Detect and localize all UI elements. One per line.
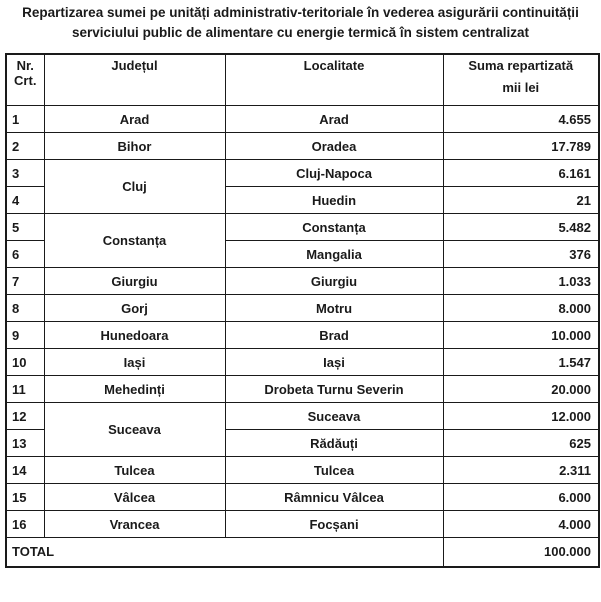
cell-judet: Tulcea bbox=[43, 456, 226, 484]
cell-suma: 1.033 bbox=[442, 267, 600, 295]
cell-localitate: Drobeta Turnu Severin bbox=[224, 375, 444, 403]
cell-localitate: Motru bbox=[224, 294, 444, 322]
cell-judet: Mehedinți bbox=[43, 375, 226, 403]
cell-suma: 10.000 bbox=[442, 321, 600, 349]
table-row: 5 Constanța Constanța 5.482 bbox=[5, 213, 600, 268]
header-suma-line1: Suma repartizată bbox=[468, 57, 574, 73]
table-row: 14 Tulcea Tulcea 2.311 bbox=[5, 456, 600, 484]
cell-localitate: Giurgiu bbox=[224, 267, 444, 295]
cell-nr-crt: 10 bbox=[5, 348, 45, 376]
table-row: 1 Arad Arad 4.655 bbox=[5, 105, 600, 133]
table-row: 15 Vâlcea Râmnicu Vâlcea 6.000 bbox=[5, 483, 600, 511]
cell-suma: 4.000 bbox=[442, 510, 600, 538]
cell-localitate: Oradea bbox=[224, 132, 444, 160]
col-header-nr-crt: Nr. Crt. bbox=[5, 53, 45, 106]
cell-judet: Iași bbox=[43, 348, 226, 376]
cell-judet: Vrancea bbox=[43, 510, 226, 538]
table-row: 13 Rădăuți 625 bbox=[5, 429, 600, 457]
cell-localitate: Tulcea bbox=[224, 456, 444, 484]
cell-localitate: Huedin bbox=[224, 186, 444, 214]
cell-localitate: Rădăuți bbox=[224, 429, 444, 457]
total-row: TOTAL 100.000 bbox=[5, 537, 600, 567]
document-title: Repartizarea sumei pe unități administra… bbox=[22, 5, 579, 41]
table-row: 6 Mangalia 376 bbox=[5, 240, 600, 268]
table-row: 12 Suceava Suceava 12.000 bbox=[5, 402, 600, 457]
table-header: Nr. Crt. Județul Localitate Suma reparti… bbox=[5, 53, 600, 106]
cell-suma: 376 bbox=[442, 240, 600, 268]
cell-suma: 625 bbox=[442, 429, 600, 457]
col-header-judet: Județul bbox=[43, 53, 226, 106]
cell-judet: Gorj bbox=[43, 294, 226, 322]
cell-nr-crt: 16 bbox=[5, 510, 45, 538]
cell-nr-crt: 5 bbox=[5, 213, 45, 241]
cell-nr-crt: 12 bbox=[5, 402, 45, 430]
cell-localitate: Râmnicu Vâlcea bbox=[224, 483, 444, 511]
cell-localitate: Focșani bbox=[224, 510, 444, 538]
cell-nr-crt: 14 bbox=[5, 456, 45, 484]
header-nr-line1: Nr. bbox=[16, 57, 34, 73]
cell-localitate: Cluj-Napoca bbox=[224, 159, 444, 187]
cell-nr-crt: 4 bbox=[5, 186, 45, 214]
cell-localitate: Suceava bbox=[224, 402, 444, 430]
cell-nr-crt: 3 bbox=[5, 159, 45, 187]
cell-nr-crt: 7 bbox=[5, 267, 45, 295]
table-row: 10 Iași Iași 1.547 bbox=[5, 348, 600, 376]
cell-nr-crt: 15 bbox=[5, 483, 45, 511]
cell-judet: Giurgiu bbox=[43, 267, 226, 295]
cell-suma: 5.482 bbox=[442, 213, 600, 241]
cell-localitate: Iași bbox=[224, 348, 444, 376]
cell-suma: 12.000 bbox=[442, 402, 600, 430]
allocation-table: Nr. Crt. Județul Localitate Suma reparti… bbox=[5, 52, 600, 568]
cell-suma: 4.655 bbox=[442, 105, 600, 133]
cell-suma: 2.311 bbox=[442, 456, 600, 484]
header-row: Nr. Crt. Județul Localitate Suma reparti… bbox=[5, 53, 600, 106]
cell-judet: Bihor bbox=[43, 132, 226, 160]
cell-localitate: Mangalia bbox=[224, 240, 444, 268]
cell-suma: 17.789 bbox=[442, 132, 600, 160]
cell-judet: Suceava bbox=[43, 402, 226, 457]
table-body: 1 Arad Arad 4.655 2 Bihor Oradea 17.789 3 Cluj Clu… bbox=[5, 105, 600, 538]
cell-judet: Cluj bbox=[43, 159, 226, 214]
cell-nr-crt: 13 bbox=[5, 429, 45, 457]
cell-nr-crt: 2 bbox=[5, 132, 45, 160]
cell-suma: 8.000 bbox=[442, 294, 600, 322]
table-row: 11 Mehedinți Drobeta Turnu Severin 20.000 bbox=[5, 375, 600, 403]
table-footer: TOTAL 100.000 bbox=[5, 537, 600, 567]
header-suma-line2: mii lei bbox=[502, 79, 540, 95]
cell-judet: Hunedoara bbox=[43, 321, 226, 349]
cell-judet: Arad bbox=[43, 105, 226, 133]
cell-nr-crt: 9 bbox=[5, 321, 45, 349]
cell-suma: 6.161 bbox=[442, 159, 600, 187]
table-row: 3 Cluj Cluj-Napoca 6.161 bbox=[5, 159, 600, 214]
table-row: 16 Vrancea Focșani 4.000 bbox=[5, 510, 600, 538]
cell-localitate: Brad bbox=[224, 321, 444, 349]
cell-localitate: Arad bbox=[224, 105, 444, 133]
cell-suma: 1.547 bbox=[442, 348, 600, 376]
col-header-localitate: Localitate bbox=[224, 53, 444, 106]
cell-judet: Vâlcea bbox=[43, 483, 226, 511]
cell-judet: Constanța bbox=[43, 213, 226, 268]
cell-nr-crt: 8 bbox=[5, 294, 45, 322]
table-row: 8 Gorj Motru 8.000 bbox=[5, 294, 600, 322]
cell-localitate: Constanța bbox=[224, 213, 444, 241]
table-row: 7 Giurgiu Giurgiu 1.033 bbox=[5, 267, 600, 295]
col-header-suma: Suma repartizată mii lei bbox=[442, 53, 600, 106]
total-value: 100.000 bbox=[442, 537, 600, 567]
cell-nr-crt: 6 bbox=[5, 240, 45, 268]
cell-suma: 6.000 bbox=[442, 483, 600, 511]
cell-suma: 20.000 bbox=[442, 375, 600, 403]
cell-nr-crt: 11 bbox=[5, 375, 45, 403]
table-row: 9 Hunedoara Brad 10.000 bbox=[5, 321, 600, 349]
cell-nr-crt: 1 bbox=[5, 105, 45, 133]
cell-suma: 21 bbox=[442, 186, 600, 214]
table-row: 2 Bihor Oradea 17.789 bbox=[5, 132, 600, 160]
header-nr-line2: Crt. bbox=[14, 72, 37, 88]
total-label: TOTAL bbox=[5, 537, 444, 567]
